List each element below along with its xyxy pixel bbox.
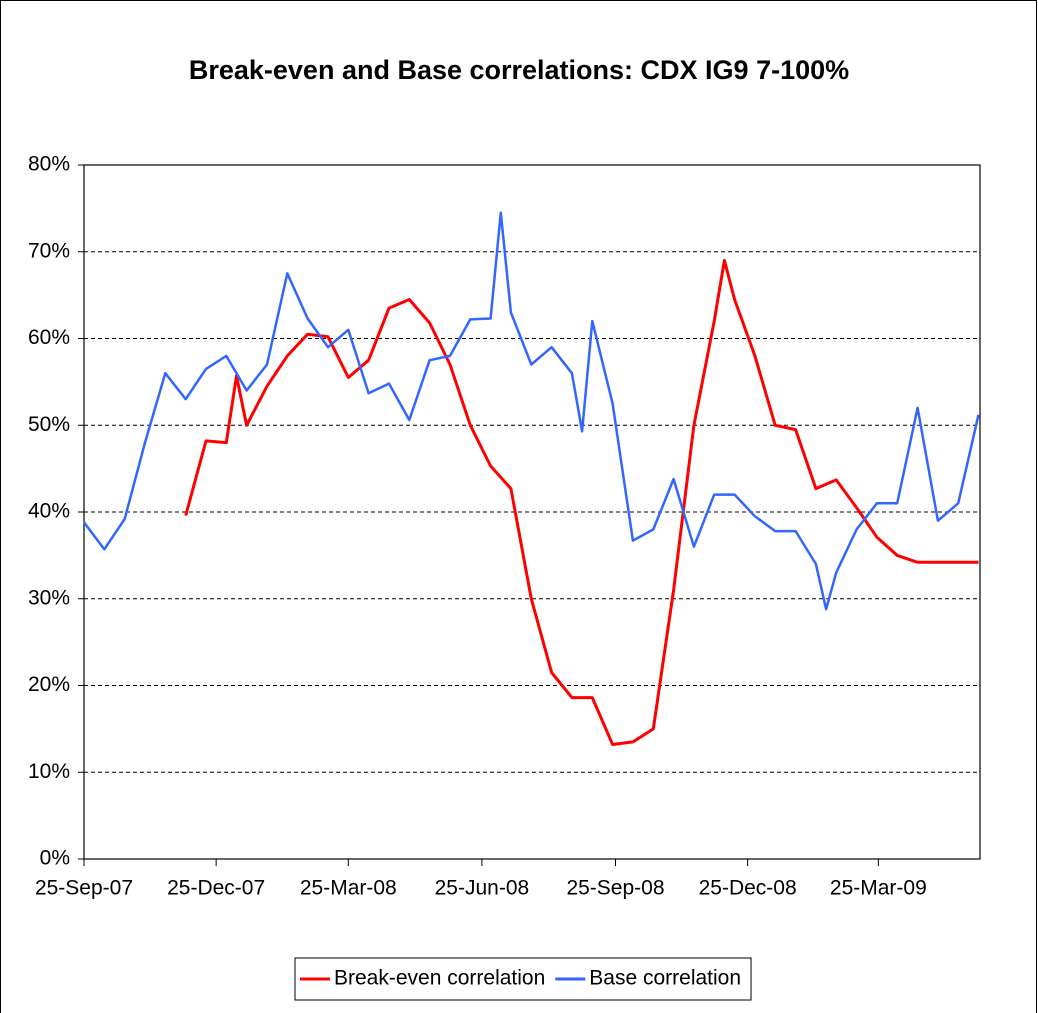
y-tick-label: 60% bbox=[28, 326, 70, 349]
plot-border bbox=[83, 164, 981, 860]
x-tick-label: 25-Dec-07 bbox=[167, 877, 265, 900]
x-tick-label: 25-Jun-08 bbox=[435, 877, 530, 900]
y-tick-label: 30% bbox=[28, 586, 70, 609]
y-tick-label: 10% bbox=[28, 760, 70, 783]
y-tick-label: 70% bbox=[28, 239, 70, 262]
x-tick-label: 25-Sep-07 bbox=[35, 877, 133, 900]
x-tick-label: 25-Mar-09 bbox=[830, 877, 927, 900]
x-tick-label: 25-Sep-08 bbox=[566, 877, 664, 900]
series-line bbox=[83, 211, 980, 611]
chart-title: Break-even and Base correlations: CDX IG… bbox=[189, 55, 849, 85]
x-tick-label: 25-Dec-08 bbox=[699, 877, 797, 900]
y-tick-label: 80% bbox=[28, 153, 70, 176]
y-tick-label: 20% bbox=[28, 673, 70, 696]
y-tick-label: 50% bbox=[28, 413, 70, 436]
legend-box bbox=[294, 957, 752, 1001]
legend-label: Break-even correlation bbox=[334, 967, 545, 990]
legend-label: Base correlation bbox=[589, 967, 741, 990]
x-tick-label: 25-Mar-08 bbox=[300, 877, 397, 900]
series-line bbox=[184, 258, 979, 746]
y-tick-label: 0% bbox=[40, 847, 70, 870]
y-tick-label: 40% bbox=[28, 500, 70, 523]
